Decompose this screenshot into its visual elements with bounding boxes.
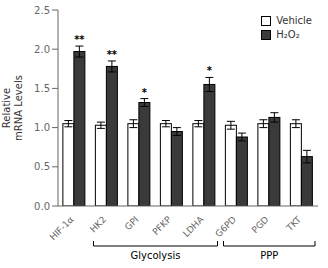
svg-text:*: * (142, 87, 148, 98)
svg-text:0.5: 0.5 (34, 161, 50, 172)
html-text:H₂O₂: H₂O₂ (276, 29, 300, 40)
svg-text:Glycolysis: Glycolysis (131, 250, 181, 261)
svg-text:0.0: 0.0 (34, 201, 50, 212)
svg-text:2.0: 2.0 (34, 44, 50, 55)
svg-text:LDHA: LDHA (181, 214, 206, 239)
svg-text:*: * (207, 65, 213, 76)
svg-text:PFKP: PFKP (151, 214, 174, 237)
svg-text:PPP: PPP (260, 250, 278, 261)
svg-text:RelativemRNA Levels: RelativemRNA Levels (8, 75, 24, 141)
svg-text:**: ** (107, 49, 118, 60)
svg-text:TKT: TKT (284, 214, 304, 234)
html-text:Vehicle: Vehicle (276, 15, 312, 26)
svg-text:PGD: PGD (250, 214, 271, 235)
svg-text:HIF-1α: HIF-1α (48, 214, 76, 242)
svg-text:GPI: GPI (123, 214, 141, 232)
svg-text:1.0: 1.0 (34, 122, 50, 133)
svg-text:1.5: 1.5 (34, 83, 50, 94)
svg-text:G6PD: G6PD (213, 214, 238, 239)
svg-text:HK2: HK2 (88, 214, 108, 234)
svg-text:**: ** (74, 34, 85, 45)
svg-text:2.5: 2.5 (34, 5, 50, 16)
